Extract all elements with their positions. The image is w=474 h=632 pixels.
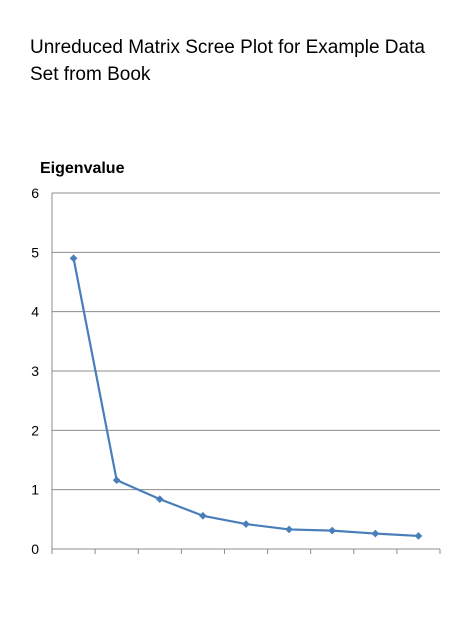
slide-title: Unreduced Matrix Scree Plot for Example … [30, 37, 425, 85]
data-point-7 [328, 526, 337, 535]
y-tick-label-3: 3 [31, 363, 39, 379]
series-line [72, 258, 419, 538]
data-point-9 [414, 531, 423, 540]
y-tick-label-0: 0 [31, 541, 39, 557]
data-point-5 [242, 520, 250, 529]
axes [51, 193, 441, 554]
data-point-4 [198, 511, 207, 520]
data-point-1 [69, 254, 78, 263]
data-point-8 [371, 529, 380, 538]
gridlines [52, 192, 440, 491]
data-point-3 [155, 495, 164, 504]
y-tick-label-2: 2 [31, 422, 39, 438]
data-point-2 [112, 476, 121, 485]
y-tick-labels: 0 1 2 3 4 5 6 [31, 185, 39, 557]
series [69, 254, 423, 540]
y-axis-label: Eigenvalue [40, 160, 125, 177]
y-tick-label-6: 6 [31, 185, 39, 201]
y-tick-label-1: 1 [31, 482, 39, 498]
data-point-6 [285, 525, 294, 534]
y-tick-label-5: 5 [31, 244, 39, 260]
y-tick-label-4: 4 [31, 304, 39, 320]
